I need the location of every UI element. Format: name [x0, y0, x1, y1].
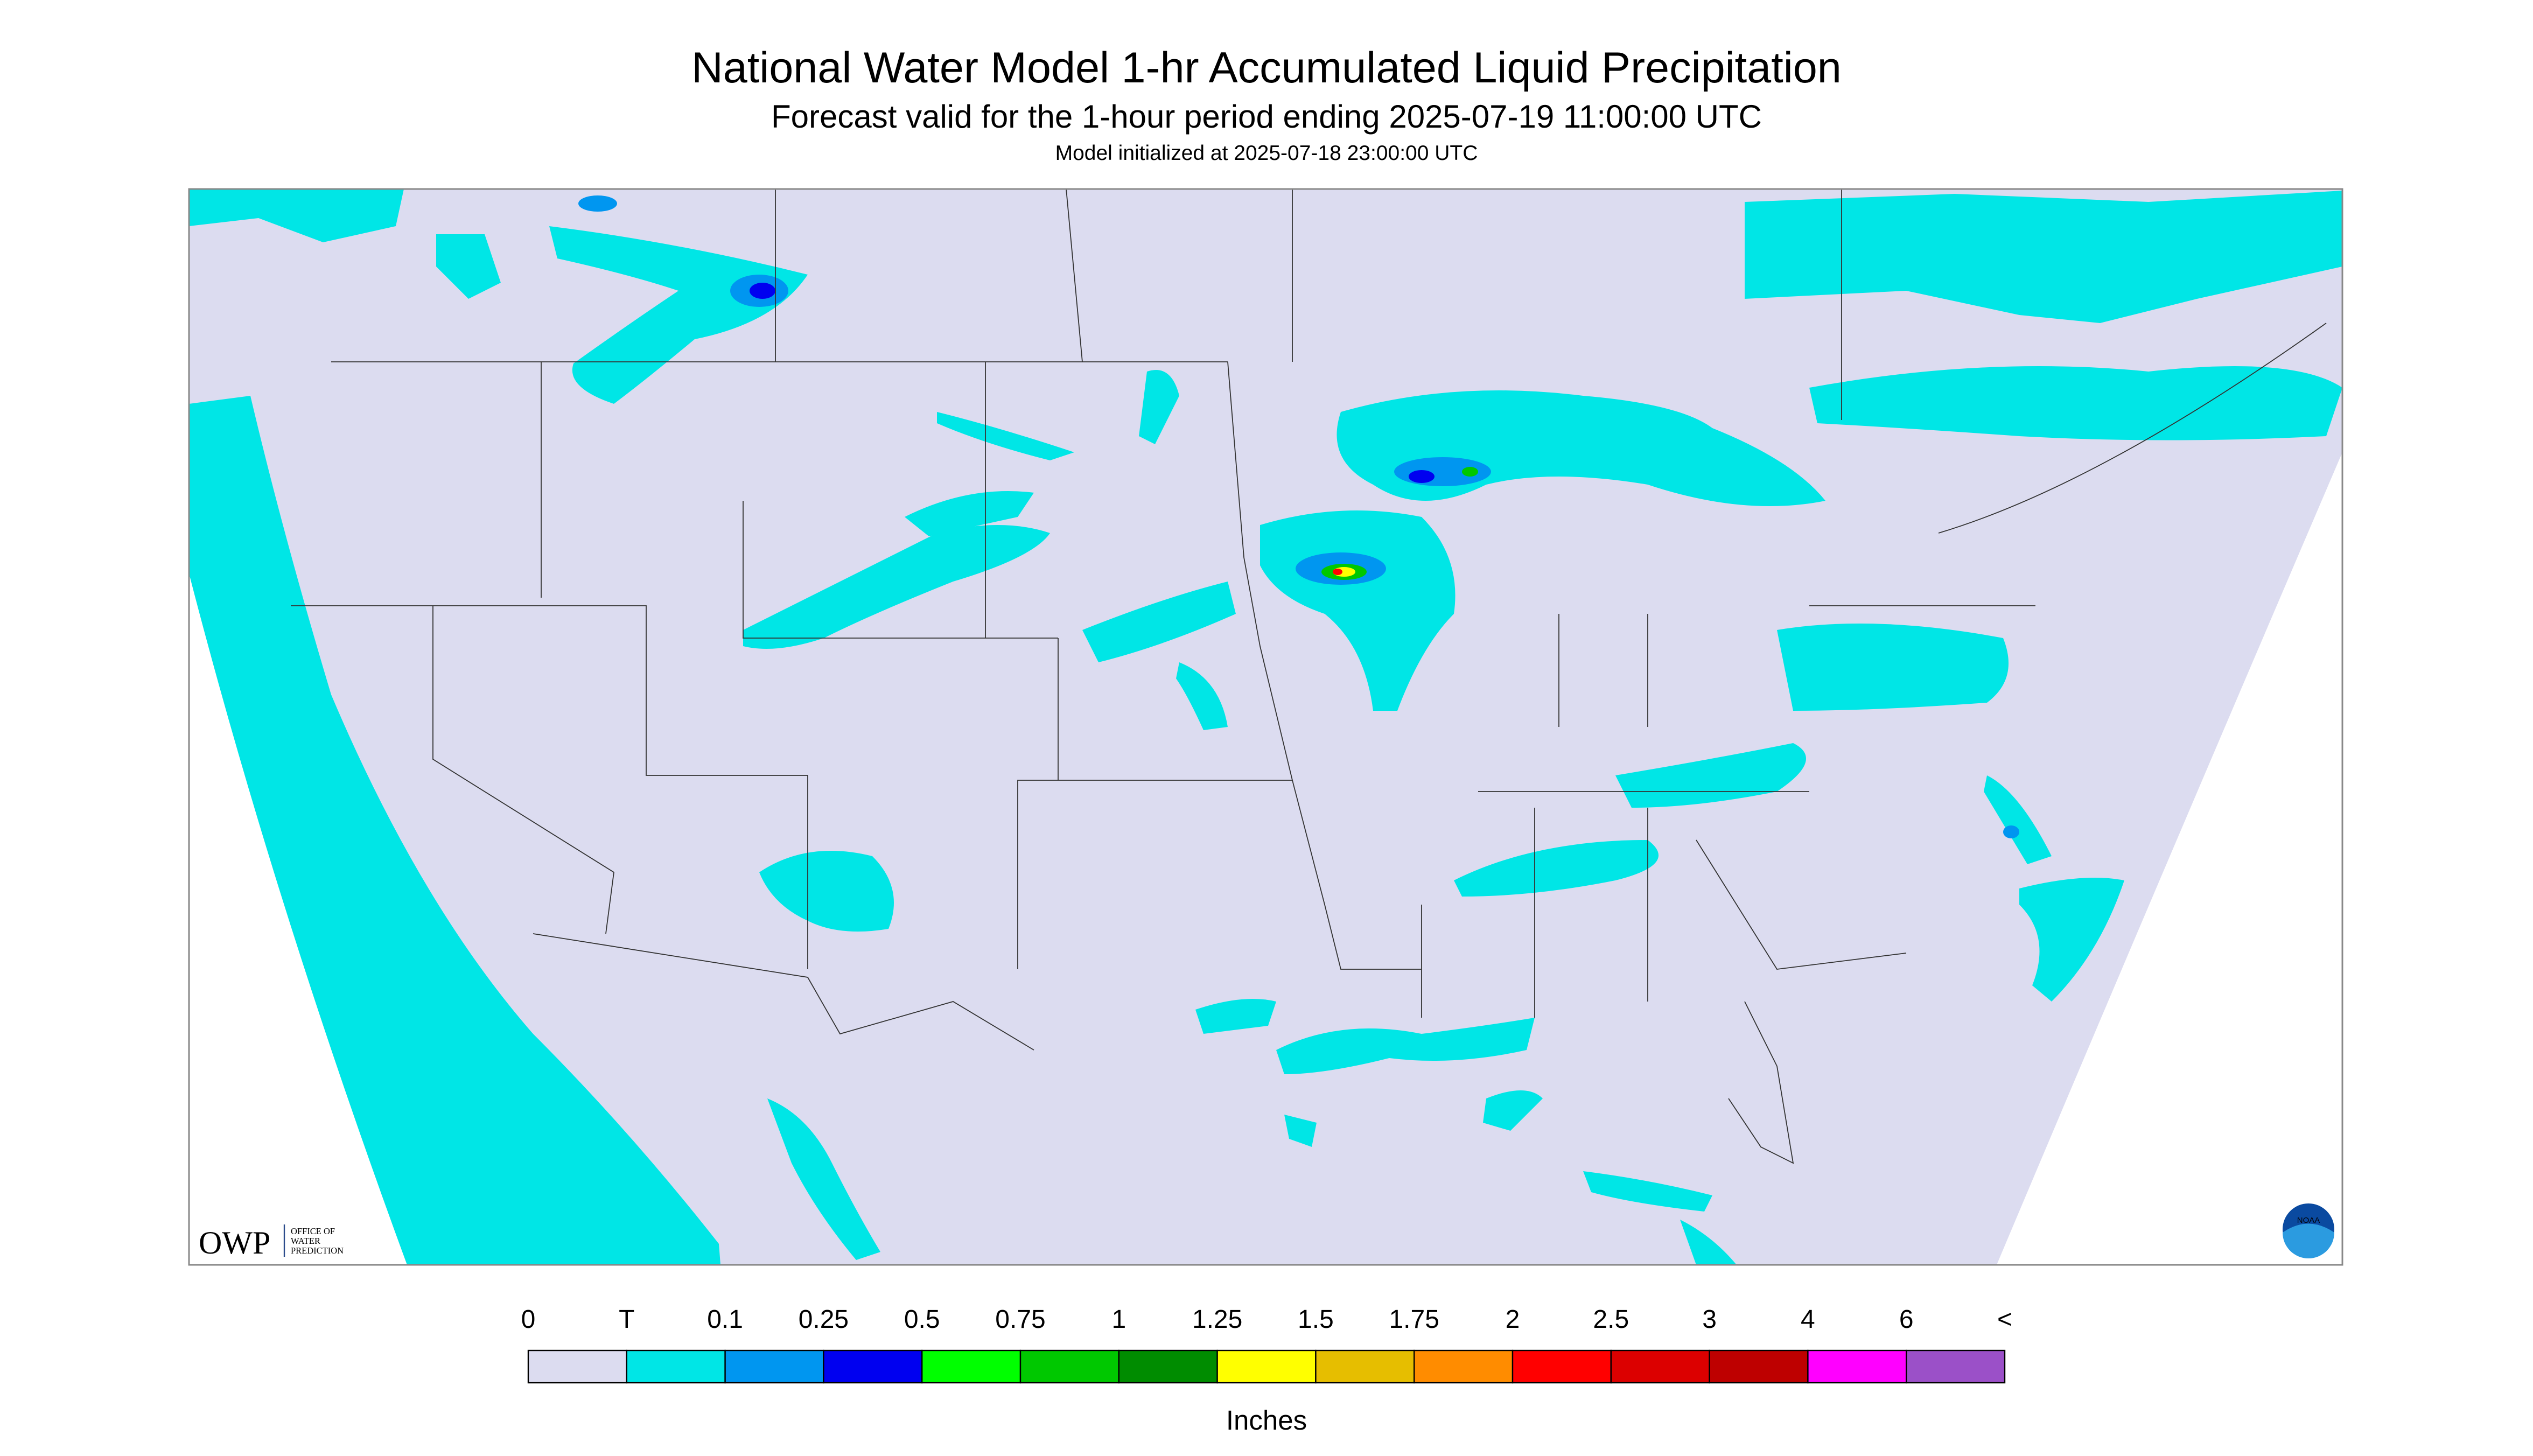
noaa-logo: NOAA [2283, 1203, 2334, 1259]
legend-label: < [1997, 1305, 2012, 1334]
legend-label: 2 [1506, 1305, 1520, 1334]
legend-swatch [626, 1349, 726, 1384]
owp-text: WATER [291, 1236, 320, 1246]
outside-projection [189, 573, 407, 1265]
legend-swatch [1019, 1349, 1120, 1384]
noaa-text: NOAA [2297, 1216, 2320, 1225]
outside-projection [1997, 452, 2342, 1265]
map-frame [188, 188, 2343, 1266]
init-note: Model initialized at 2025-07-18 23:00:00… [1055, 142, 1478, 165]
owp-text: OFFICE OF [291, 1226, 335, 1236]
legend-label: 1.75 [1389, 1305, 1439, 1334]
legend-swatch [527, 1349, 628, 1384]
legend-label: 4 [1801, 1305, 1815, 1334]
legend-swatch [823, 1349, 923, 1384]
legend-swatch [1414, 1349, 1514, 1384]
legend-label: 2.5 [1593, 1305, 1629, 1334]
legend-label: T [619, 1305, 634, 1334]
legend-swatch [1905, 1349, 2006, 1384]
legend-label: 6 [1899, 1305, 1914, 1334]
legend-swatch [1709, 1349, 1809, 1384]
owp-logo: OWP [199, 1225, 270, 1261]
legend-swatch [1216, 1349, 1317, 1384]
legend-swatch [921, 1349, 1021, 1384]
precip-heavy [578, 195, 2019, 839]
subtitle: Forecast valid for the 1-hour period end… [771, 99, 1762, 135]
legend-swatch [1807, 1349, 1907, 1384]
legend-swatch [1610, 1349, 1710, 1384]
legend-unit: Inches [1226, 1405, 1307, 1436]
legend: 0 T 0.1 0.25 0.5 0.75 1 1.25 1.5 1.75 2 2.5 3 4 6 < [521, 1305, 2012, 1384]
legend-swatch [724, 1349, 824, 1384]
map: OWP OFFICE OF WATER PREDICTION NOAA [188, 188, 2343, 1266]
legend-label: 0.5 [904, 1305, 940, 1334]
owp-text: PREDICTION [291, 1245, 344, 1256]
legend-swatch [1512, 1349, 1612, 1384]
legend-label: 3 [1702, 1305, 1717, 1334]
title: National Water Model 1-hr Accumulated Li… [691, 44, 1842, 92]
legend-label: 1.25 [1192, 1305, 1242, 1334]
legend-label: 0 [521, 1305, 536, 1334]
legend-swatch [1315, 1349, 1415, 1384]
precip-trace [189, 189, 2342, 1265]
legend-label: 0.75 [995, 1305, 1045, 1334]
legend-swatch [1118, 1349, 1218, 1384]
legend-label: 0.25 [799, 1305, 849, 1334]
legend-label: 0.1 [707, 1305, 743, 1334]
legend-label: 1 [1111, 1305, 1126, 1334]
legend-label: 1.5 [1298, 1305, 1334, 1334]
borders [291, 188, 2327, 1164]
